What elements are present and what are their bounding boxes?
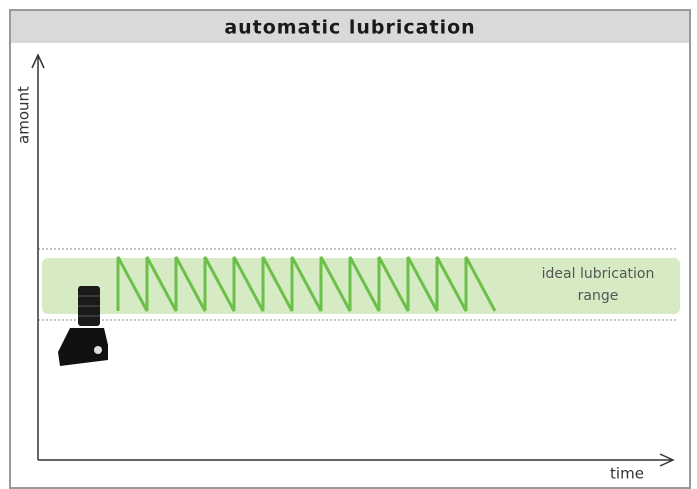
x-axis-label: time xyxy=(610,465,644,483)
diagram: automatic lubrication ideal lubrication … xyxy=(0,0,697,489)
range-label: ideal lubrication xyxy=(542,266,655,282)
title: automatic lubrication xyxy=(224,17,475,39)
range-label: range xyxy=(578,288,619,304)
y-axis-label: amount xyxy=(15,86,33,144)
